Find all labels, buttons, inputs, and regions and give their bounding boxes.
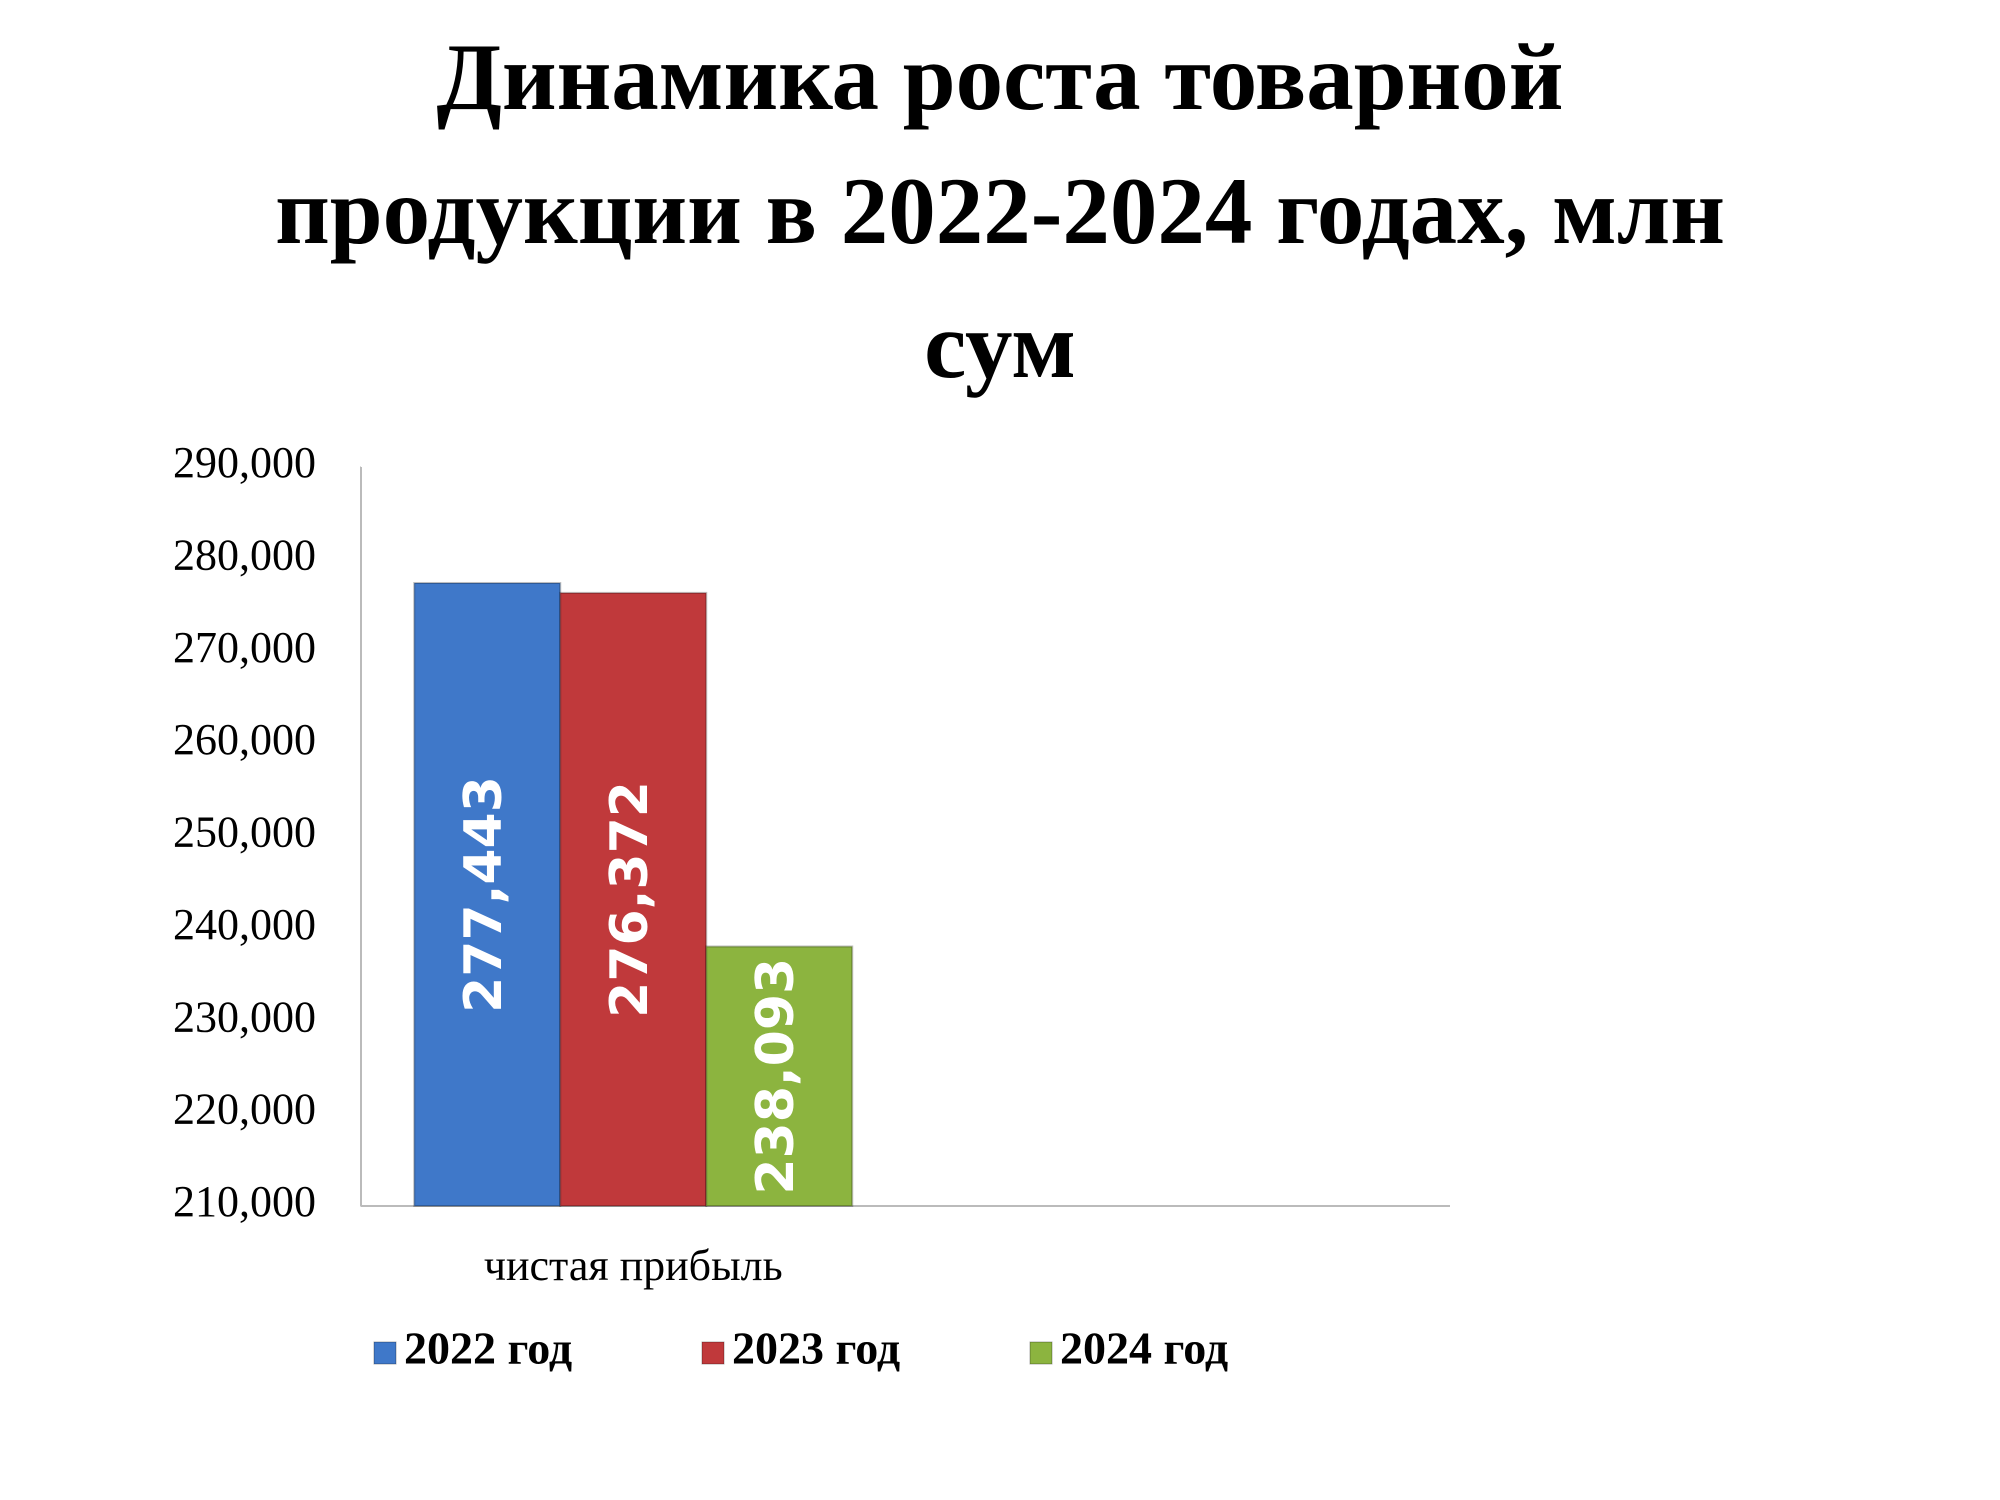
legend-label: 2023 год (732, 1323, 900, 1374)
chart-title: Динамика роста товарной продукции в 2022… (275, 24, 1725, 398)
legend-label: 2024 год (1060, 1323, 1228, 1374)
data-label: 277,443 (454, 776, 514, 1013)
legend-swatch (373, 1341, 397, 1365)
bar (705, 945, 854, 1207)
legend-swatch (701, 1341, 725, 1365)
y-tick-label: 230,000 (173, 992, 316, 1041)
y-tick-label: 250,000 (173, 808, 316, 857)
data-label: 276,372 (600, 781, 660, 1018)
y-tick-label: 270,000 (173, 623, 316, 672)
bar (559, 591, 708, 1207)
bar (413, 581, 562, 1207)
x-tick-label: чистая прибыль (484, 1241, 783, 1290)
y-tick-label: 280,000 (173, 530, 316, 579)
y-tick-label: 290,000 (173, 438, 316, 487)
legend-label: 2022 год (404, 1323, 572, 1374)
legend-swatch (1029, 1341, 1053, 1365)
y-tick-label: 220,000 (173, 1085, 316, 1134)
y-tick-label: 240,000 (173, 900, 316, 949)
data-label: 238,093 (746, 958, 806, 1195)
y-tick-label: 260,000 (173, 715, 316, 764)
y-tick-label: 210,000 (173, 1177, 316, 1226)
